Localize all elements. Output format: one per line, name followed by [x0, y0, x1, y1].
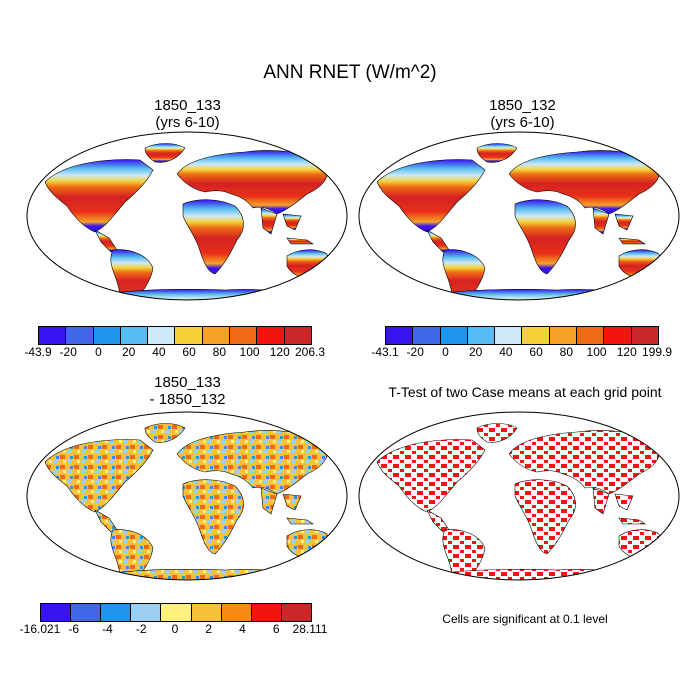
colorbar-swatch	[522, 327, 550, 344]
colorbar-tick-label: 4	[239, 622, 246, 636]
colorbar-tick-label: 120	[269, 345, 290, 359]
colorbar-tick-label: -43.1	[371, 345, 399, 359]
colorbar-tick-label: 0	[95, 345, 102, 359]
colorbar-panel-2	[385, 326, 659, 345]
panel-2-title: 1850_132 (yrs 6-10)	[360, 97, 685, 131]
colorbar-swatch	[230, 327, 258, 344]
colorbar-tick-label: 60	[182, 345, 196, 359]
colorbar-swatch	[284, 327, 311, 344]
colorbar-tick-label: 120	[616, 345, 637, 359]
colorbar-swatch	[66, 327, 94, 344]
colorbar-swatch	[175, 327, 203, 344]
colorbar-swatch	[93, 327, 121, 344]
colorbar-swatch	[257, 327, 285, 344]
colorbar-tick-label: 100	[239, 345, 260, 359]
colorbar-swatch	[467, 327, 496, 344]
panel-1-title-line2: (yrs 6-10)	[155, 114, 220, 131]
panel-2-title-line1: 1850_132	[489, 97, 556, 114]
colorbar-swatch	[148, 327, 176, 344]
colorbar-tick-label: 60	[529, 345, 543, 359]
panel-1-title: 1850_133 (yrs 6-10)	[25, 97, 350, 131]
map-panel-2	[358, 131, 680, 301]
colorbar-panel-2-labels: -43.1 -20 0 20 40 60 80 100 120 199.9	[371, 345, 672, 361]
colorbar-tick-label: 40	[152, 345, 166, 359]
map-panel-1	[26, 131, 348, 301]
figure-title: ANN RNET (W/m^2)	[263, 62, 437, 83]
panel-1-title-line1: 1850_133	[154, 97, 221, 114]
colorbar-tick-label: -2	[135, 622, 147, 636]
colorbar-swatch	[281, 604, 311, 621]
colorbar-tick-label: 0	[442, 345, 449, 359]
colorbar-tick-label: 20	[121, 345, 136, 359]
colorbar-tick-label: -16.021	[19, 622, 61, 636]
colorbar-swatch	[495, 327, 523, 344]
colorbar-swatch	[191, 604, 222, 621]
colorbar-tick-label: -43.9	[24, 345, 52, 359]
colorbar-swatch	[604, 327, 632, 344]
colorbar-panel-3	[40, 603, 312, 622]
colorbar-swatch	[71, 604, 102, 621]
colorbar-tick-label: 199.9	[641, 345, 673, 359]
colorbar-tick-label: -20	[406, 345, 424, 359]
panel-3-title-line1: 1850_133	[154, 374, 221, 391]
colorbar-swatch	[386, 327, 414, 344]
panel-3-title: 1850_133 - 1850_132	[25, 374, 350, 408]
colorbar-tick-label: 206.3	[294, 345, 326, 359]
colorbar-swatch	[131, 604, 162, 621]
colorbar-tick-label: 0	[171, 622, 179, 636]
panel-3-title-line2: - 1850_132	[149, 391, 226, 408]
map-panel-4	[358, 411, 680, 581]
colorbar-swatch	[101, 604, 132, 621]
colorbar-tick-label: 40	[499, 345, 513, 359]
colorbar-swatch	[549, 327, 578, 344]
colorbar-tick-label: -6	[68, 622, 80, 636]
map-panel-3	[26, 411, 348, 581]
colorbar-tick-label: 2	[205, 622, 213, 636]
panel-2-title-line2: (yrs 6-10)	[490, 114, 555, 131]
panel-4-title: T-Test of two Case means at each grid po…	[388, 384, 662, 400]
colorbar-tick-label: 80	[212, 345, 227, 359]
colorbar-swatch	[39, 327, 67, 344]
significance-note: Cells are significant at 0.1 level	[442, 612, 608, 626]
colorbar-tick-label: 20	[468, 345, 483, 359]
colorbar-swatch	[577, 327, 605, 344]
colorbar-panel-1	[38, 326, 312, 345]
colorbar-swatch	[221, 604, 252, 621]
colorbar-swatch	[440, 327, 468, 344]
colorbar-swatch	[161, 604, 192, 621]
colorbar-tick-label: 6	[272, 622, 280, 636]
colorbar-tick-label: 80	[559, 345, 574, 359]
colorbar-tick-label: -20	[59, 345, 77, 359]
colorbar-panel-1-labels: -43.9 -20 0 20 40 60 80 100 120 206.3	[24, 345, 325, 361]
colorbar-tick-label: 28.111	[292, 622, 328, 636]
colorbar-swatch	[413, 327, 441, 344]
colorbar-swatch	[41, 604, 72, 621]
colorbar-panel-3-labels: -16.021 -6 -4 -2 0 2 4 6 28.111	[20, 622, 328, 638]
colorbar-swatch	[120, 327, 149, 344]
colorbar-swatch	[251, 604, 282, 621]
colorbar-tick-label: -4	[102, 622, 113, 636]
colorbar-tick-label: 100	[586, 345, 607, 359]
colorbar-swatch	[631, 327, 658, 344]
colorbar-swatch	[202, 327, 231, 344]
